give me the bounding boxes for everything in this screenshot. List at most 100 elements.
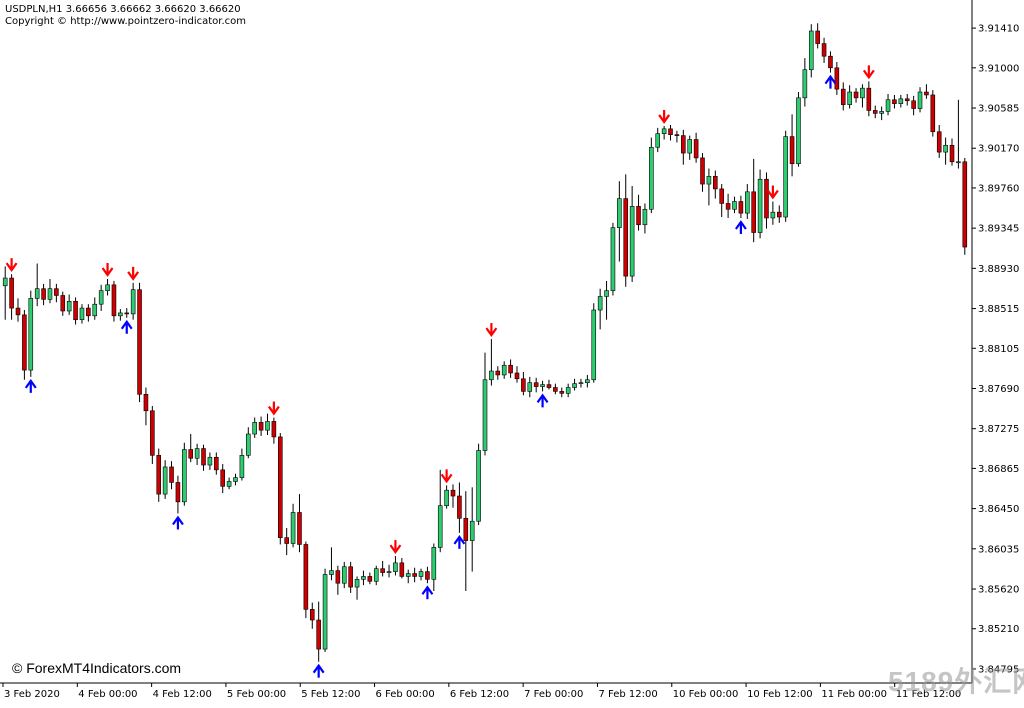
price-tick-label: 3.88515	[978, 304, 1019, 315]
bearish-candle	[150, 410, 155, 456]
bearish-candle	[220, 469, 225, 487]
price-tick-label: 3.91410	[978, 24, 1019, 35]
bullish-candle	[393, 562, 398, 572]
bullish-candle	[649, 146, 654, 210]
bullish-candle	[92, 303, 98, 317]
sell-arrow	[267, 401, 280, 416]
bearish-candle	[533, 382, 539, 387]
bullish-candle	[796, 97, 801, 165]
sell-arrow-head	[389, 544, 402, 554]
bearish-candle	[278, 436, 283, 538]
bullish-candle	[182, 449, 187, 503]
bearish-candle	[15, 307, 21, 316]
sell-arrow-head	[658, 114, 671, 124]
bearish-candle	[623, 198, 629, 277]
sell-arrow	[440, 469, 453, 484]
bearish-candle	[412, 573, 417, 577]
bullish-candle	[252, 422, 257, 435]
bearish-candle	[450, 489, 456, 497]
bullish-candle	[898, 98, 904, 104]
bearish-candle	[86, 307, 91, 317]
bullish-candle	[604, 290, 609, 297]
bearish-candle	[725, 203, 731, 210]
bullish-candle	[770, 211, 776, 219]
buy-arrow-head	[24, 378, 37, 389]
bullish-candle	[2, 277, 8, 287]
time-tick-label: 6 Feb 00:00	[376, 689, 435, 700]
bullish-candle	[444, 489, 449, 507]
bullish-candle	[207, 456, 213, 466]
bullish-candle	[66, 300, 72, 312]
sell-arrow	[766, 185, 779, 200]
bullish-candle	[239, 455, 245, 478]
bullish-candle	[885, 99, 891, 112]
bearish-candle	[271, 421, 277, 438]
bullish-candle	[732, 201, 737, 210]
bullish-candle	[687, 139, 692, 154]
price-tick-label: 3.87275	[978, 424, 1019, 435]
bearish-candle	[297, 512, 302, 545]
bullish-candle	[386, 571, 392, 573]
sell-arrow-head	[127, 271, 140, 281]
bearish-candle	[636, 206, 641, 226]
time-tick-label: 7 Feb 00:00	[524, 689, 583, 700]
bullish-candle	[956, 161, 961, 164]
bearish-candle	[751, 191, 756, 233]
bullish-candle	[118, 312, 123, 317]
sell-arrow-head	[766, 189, 779, 200]
bearish-candle	[54, 288, 59, 296]
bullish-candle	[783, 136, 788, 218]
bullish-candle	[745, 191, 750, 214]
buy-arrow	[734, 220, 747, 234]
price-tick-label: 3.85210	[978, 624, 1019, 635]
bearish-candle	[111, 284, 117, 317]
bearish-candle	[258, 422, 264, 431]
bullish-candle	[373, 568, 379, 582]
time-tick-label: 7 Feb 12:00	[598, 689, 657, 700]
bullish-candle	[527, 382, 533, 392]
bearish-candle	[828, 55, 833, 69]
bearish-candle	[821, 43, 827, 57]
sell-arrow	[389, 540, 402, 554]
price-tick-label: 3.86865	[978, 464, 1019, 475]
bearish-candle	[284, 537, 289, 544]
buy-arrow-head	[824, 74, 837, 85]
bearish-candle	[188, 449, 194, 459]
bearish-candle	[9, 277, 14, 309]
bearish-candle	[316, 619, 321, 650]
bearish-candle	[399, 562, 405, 577]
bearish-candle	[815, 30, 820, 44]
buy-arrow-head	[536, 393, 549, 404]
bearish-candle	[924, 91, 929, 96]
bearish-candle	[764, 178, 769, 219]
bullish-candle	[98, 290, 104, 305]
bearish-candle	[521, 378, 526, 392]
bullish-candle	[661, 128, 667, 134]
price-tick-label: 3.86450	[978, 504, 1019, 515]
price-tick-label: 3.90170	[978, 144, 1019, 155]
time-tick-label: 3 Feb 2020	[4, 689, 60, 700]
bullish-candle	[565, 387, 571, 394]
bearish-candle	[124, 312, 130, 315]
bearish-candle	[335, 570, 341, 584]
time-tick-label: 6 Feb 12:00	[450, 689, 509, 700]
bullish-candle	[34, 288, 40, 299]
bullish-candle	[290, 512, 296, 544]
bullish-candle	[655, 133, 661, 148]
time-tick-label: 5 Feb 12:00	[301, 689, 360, 700]
bullish-candle	[706, 176, 712, 185]
bearish-candle	[904, 98, 910, 102]
price-tick-label: 3.87690	[978, 384, 1019, 395]
bullish-candle	[226, 481, 232, 487]
price-tick-label: 3.89345	[978, 224, 1019, 235]
bullish-candle	[617, 198, 622, 228]
buy-arrow-head	[312, 663, 325, 674]
bullish-candle	[917, 91, 923, 109]
bearish-candle	[738, 201, 744, 214]
bullish-candle	[860, 87, 865, 99]
bullish-candle	[540, 384, 545, 387]
bearish-candle	[457, 495, 462, 519]
bearish-candle	[834, 67, 840, 90]
